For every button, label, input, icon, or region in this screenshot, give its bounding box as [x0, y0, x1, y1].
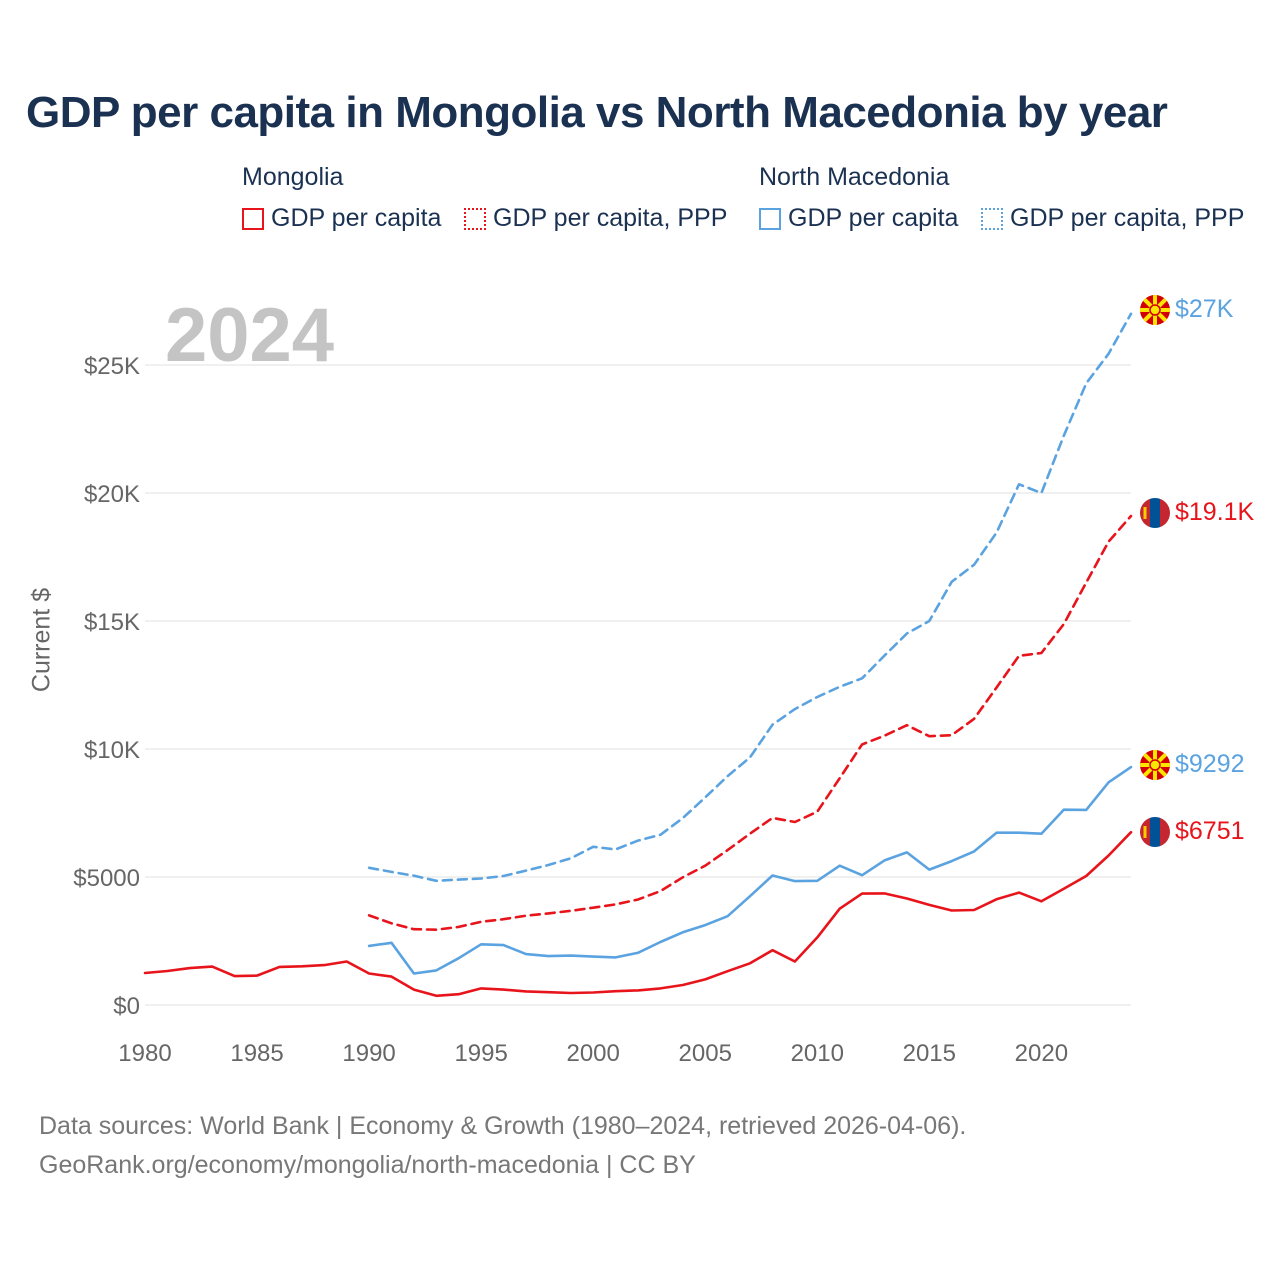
x-tick-label: 2020 [1015, 1040, 1068, 1067]
mongolia-flag-icon [1140, 498, 1170, 528]
year-watermark: 2024 [165, 293, 335, 378]
legend-item-mongolia-ppp[interactable]: GDP per capita, PPP [464, 204, 727, 233]
series-line-north_macedonia-solid[interactable] [367, 765, 1133, 975]
legend-group-mongolia: Mongolia [242, 163, 344, 191]
chart-title: GDP per capita in Mongolia vs North Mace… [26, 88, 1168, 137]
x-tick-label: 2015 [903, 1040, 956, 1067]
x-tick-label: 2005 [679, 1040, 732, 1067]
end-label-mongolia-gdp: $6751 [1175, 817, 1245, 845]
legend-item-north-macedonia-gdp[interactable]: GDP per capita [759, 204, 958, 233]
y-tick-label: $15K [84, 609, 140, 636]
y-tick-label: $25K [84, 353, 140, 380]
x-tick-label: 1985 [230, 1040, 283, 1067]
y-tick-label: $20K [84, 481, 140, 508]
legend-swatch-solid-icon [759, 207, 781, 230]
source-line-2[interactable]: GeoRank.org/economy/mongolia/north-maced… [39, 1151, 696, 1179]
y-tick-label: $10K [84, 737, 140, 764]
mongolia-flag-icon [1140, 817, 1170, 847]
x-tick-label: 1980 [118, 1040, 171, 1067]
x-tick-label: 2000 [566, 1040, 619, 1067]
series-line-mongolia-solid[interactable] [143, 830, 1133, 998]
x-tick-label: 1995 [454, 1040, 507, 1067]
legend-label: GDP per capita, PPP [493, 204, 728, 232]
legend-label: GDP per capita [271, 204, 442, 232]
y-tick-label: $5000 [73, 865, 140, 892]
legend-label: GDP per capita [788, 204, 959, 232]
series-line-mongolia-dotted[interactable] [367, 514, 1133, 932]
legend-swatch-dotted-icon [981, 207, 1003, 230]
legend-swatch-dotted-icon [464, 207, 486, 230]
end-label-mongolia-ppp: $19.1K [1175, 498, 1255, 526]
legend-item-mongolia-gdp[interactable]: GDP per capita [242, 204, 441, 233]
north-macedonia-flag-icon [1140, 295, 1170, 325]
legend-group-north-macedonia: North Macedonia [759, 163, 950, 191]
source-note: Data sources: World Bank | Economy & Gro… [39, 1107, 966, 1185]
x-tick-label: 2010 [791, 1040, 844, 1067]
end-label-north-macedonia-gdp: $9292 [1175, 750, 1245, 778]
source-line-1: Data sources: World Bank | Economy & Gro… [39, 1112, 967, 1140]
legend-item-north-macedonia-ppp[interactable]: GDP per capita, PPP [981, 204, 1244, 233]
north-macedonia-flag-icon [1140, 750, 1170, 780]
legend-swatch-solid-icon [242, 207, 264, 230]
y-tick-label: $0 [113, 993, 140, 1020]
x-tick-label: 1990 [342, 1040, 395, 1067]
end-label-north-macedonia-ppp: $27K [1175, 295, 1234, 323]
legend-label: GDP per capita, PPP [1010, 204, 1245, 232]
series-line-north_macedonia-dotted[interactable] [367, 312, 1133, 883]
